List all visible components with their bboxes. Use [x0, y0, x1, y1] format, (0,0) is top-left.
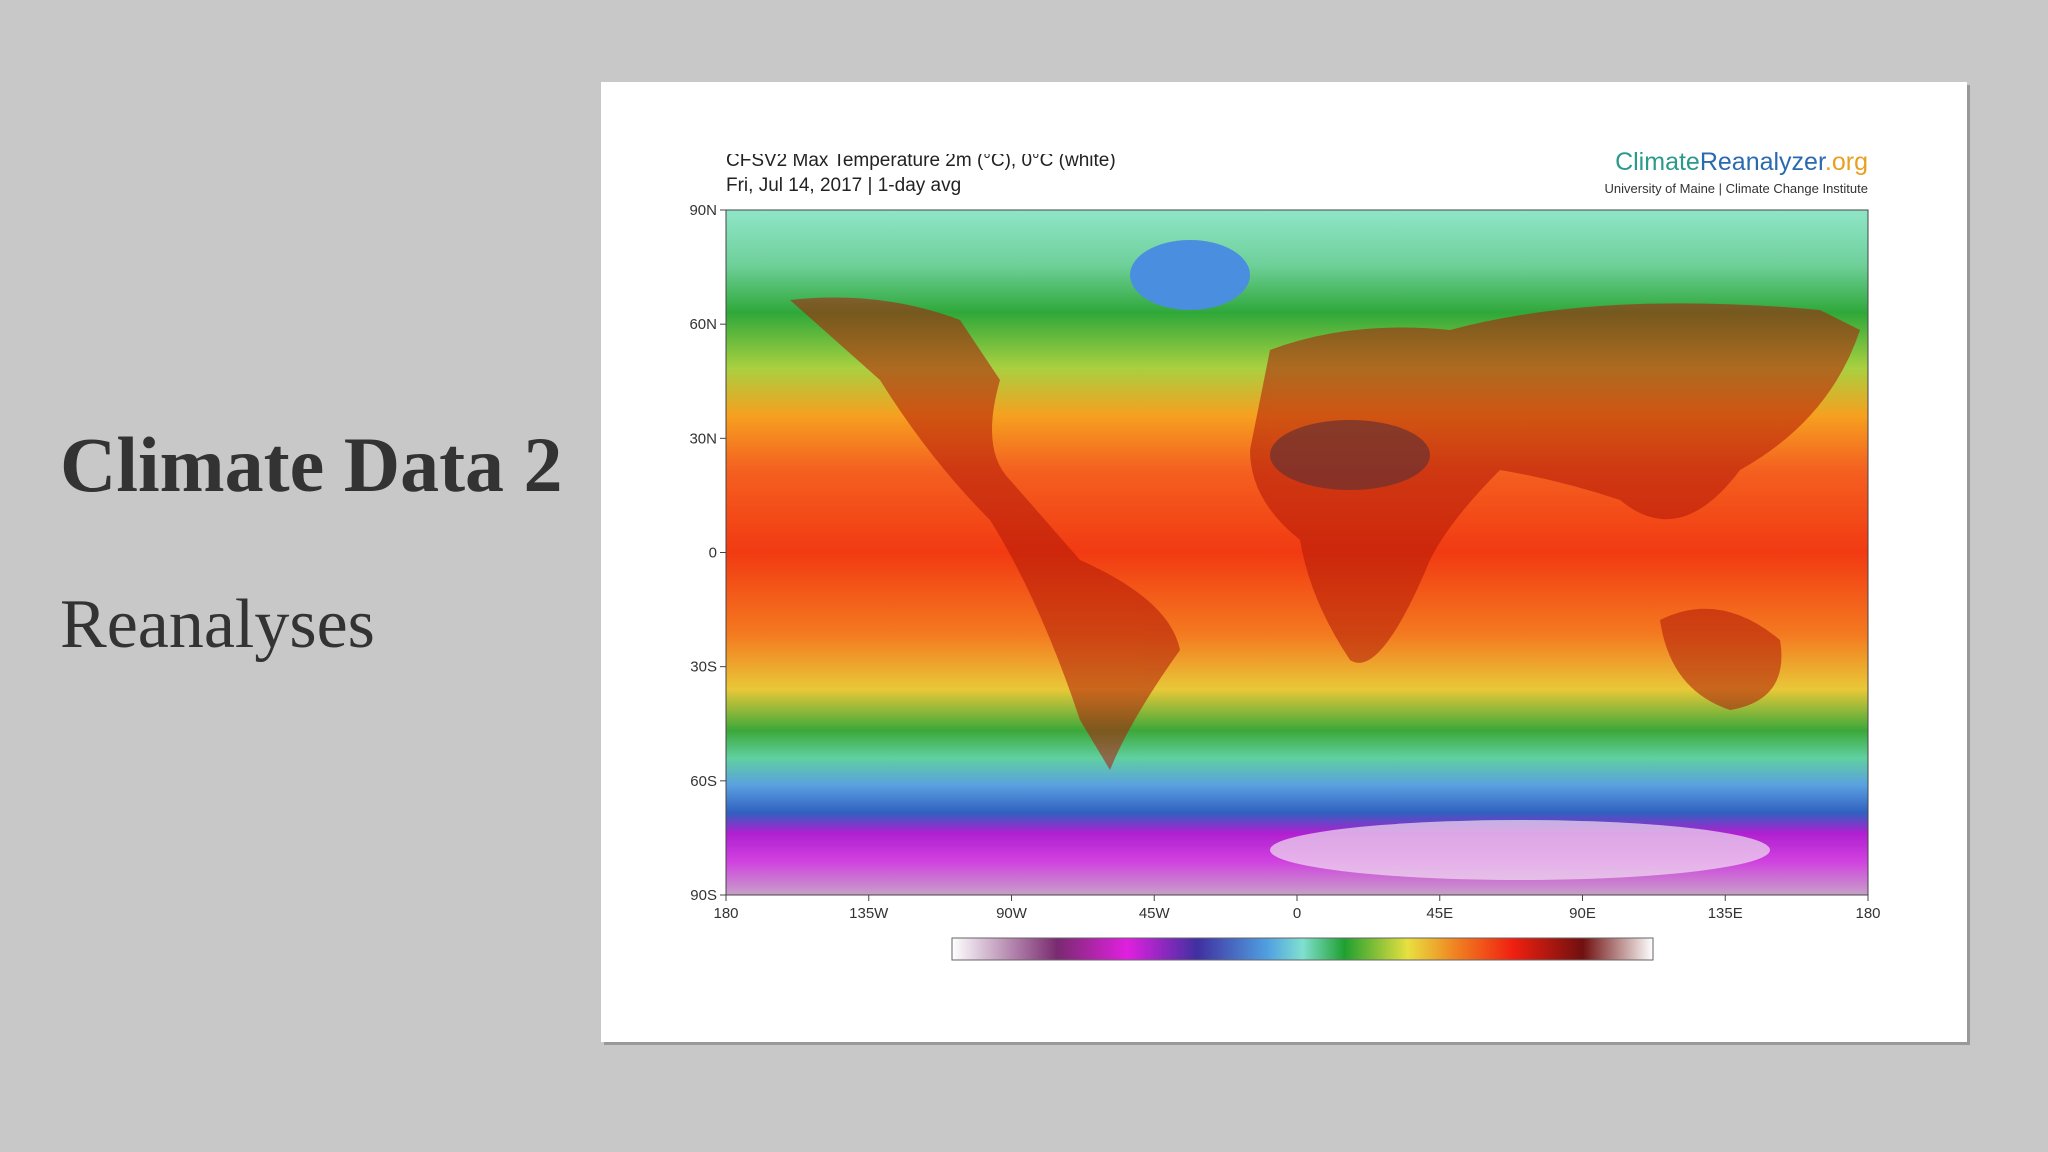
slide-subtitle: Reanalyses [60, 586, 375, 663]
lon-label: 45W [1139, 905, 1171, 922]
lon-label: 135W [849, 905, 889, 922]
lat-label: 30S [690, 659, 717, 676]
lon-label: 0 [1293, 905, 1301, 922]
lon-label: 135E [1708, 905, 1743, 922]
lat-label: 30N [689, 430, 717, 447]
lon-label: 180 [1855, 905, 1880, 922]
sahara [1270, 420, 1430, 490]
lat-label: 90N [689, 202, 717, 219]
lat-label: 60N [689, 316, 717, 333]
lat-label: 0 [709, 545, 717, 562]
slide-title: Climate Data 2 [60, 421, 563, 508]
logo: ClimateReanalyzer.org [1615, 148, 1868, 176]
figure-date: Fri, Jul 14, 2017 | 1-day avg [726, 175, 961, 196]
attribution: University of Maine | Climate Change Ins… [1605, 181, 1869, 196]
lon-label: 90E [1569, 905, 1596, 922]
logo-part: .org [1825, 148, 1868, 176]
lon-label: 45E [1426, 905, 1453, 922]
lat-label: 90S [690, 887, 717, 904]
colorbar [951, 937, 1654, 961]
antarctica [1270, 820, 1770, 880]
logo-part: Climate [1615, 148, 1700, 176]
logo-part: Reanalyzer [1700, 148, 1826, 176]
figure-title: CFSV2 Max Temperature 2m (°C), 0°C (whit… [726, 150, 1116, 171]
land-shapes [790, 297, 1860, 770]
lat-label: 60S [690, 773, 717, 790]
lon-label: 180 [713, 905, 738, 922]
lon-label: 90W [996, 905, 1028, 922]
greenland [1130, 240, 1250, 310]
